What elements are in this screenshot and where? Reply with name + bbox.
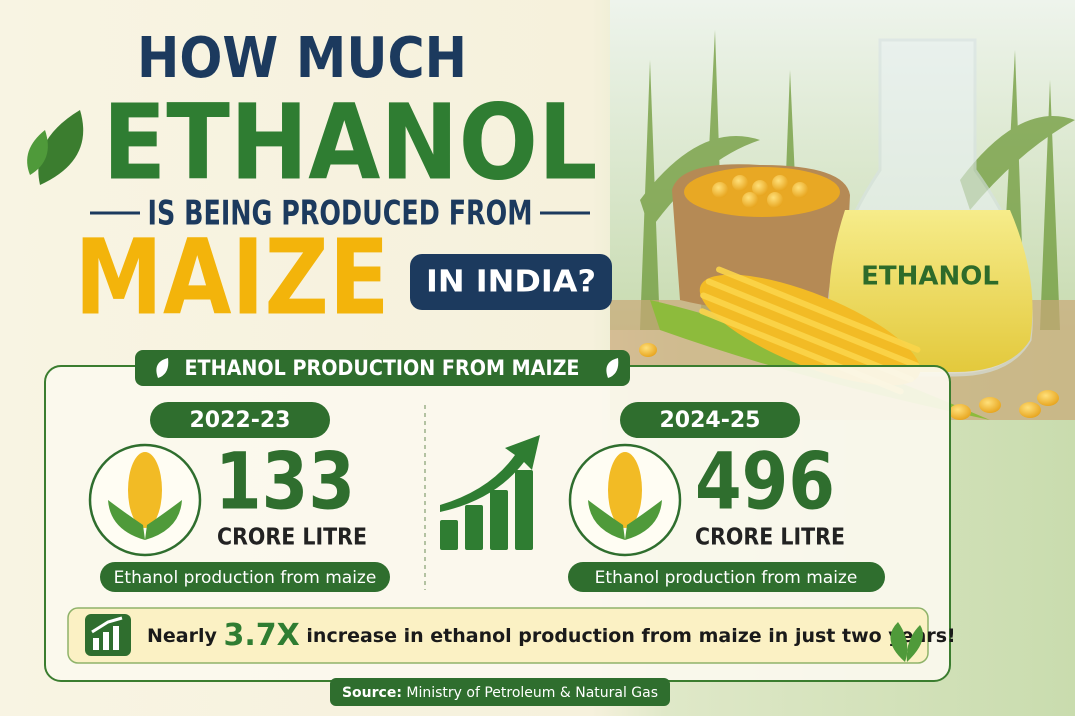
leaf-icon: [27, 110, 84, 185]
unit: CRORE LITRE: [217, 525, 367, 551]
panel-header-bg: [135, 350, 630, 386]
source: Source: Ministry of Petroleum & Natural …: [342, 685, 658, 701]
source-pill: [330, 678, 670, 706]
corn-icon: [88, 443, 202, 557]
year: 2022-23: [190, 408, 291, 433]
value: 133: [215, 437, 355, 527]
year-pill: [620, 402, 800, 438]
corn-icon: [568, 443, 682, 557]
callout: [67, 607, 929, 664]
photo: ETHANOL: [610, 0, 1075, 420]
year: 2024-25: [660, 408, 761, 433]
year-pill: [150, 402, 330, 438]
title-line4: MAIZE: [75, 216, 390, 338]
callout-text: Nearly 3.7X increase in ethanol producti…: [147, 618, 956, 653]
callout-body: increase in ethanol production from maiz…: [306, 625, 955, 647]
growth-icon: [440, 435, 540, 550]
caption: Ethanol production from maize: [114, 568, 377, 588]
panel-header: ETHANOL PRODUCTION FROM MAIZE: [185, 356, 580, 380]
caption-pill: [100, 562, 390, 592]
source-text: Ministry of Petroleum & Natural Gas: [406, 685, 658, 701]
title-line3: IS BEING PRODUCED FROM: [148, 194, 533, 234]
source-label: Source:: [342, 685, 402, 701]
caption: Ethanol production from maize: [595, 568, 858, 588]
leaf-icon: [890, 622, 924, 662]
title-line2: ETHANOL: [103, 81, 598, 203]
value: 496: [695, 437, 835, 527]
chart-icon: [85, 614, 131, 656]
unit: CRORE LITRE: [695, 525, 845, 551]
callout-prefix: Nearly: [147, 625, 217, 647]
callout-highlight: 3.7X: [224, 618, 300, 653]
badge: [410, 254, 612, 310]
caption-pill: [568, 562, 885, 592]
title-badge: IN INDIA?: [426, 265, 596, 300]
title-line1: HOW MUCH: [137, 26, 467, 91]
flask-label: ETHANOL: [861, 262, 999, 292]
